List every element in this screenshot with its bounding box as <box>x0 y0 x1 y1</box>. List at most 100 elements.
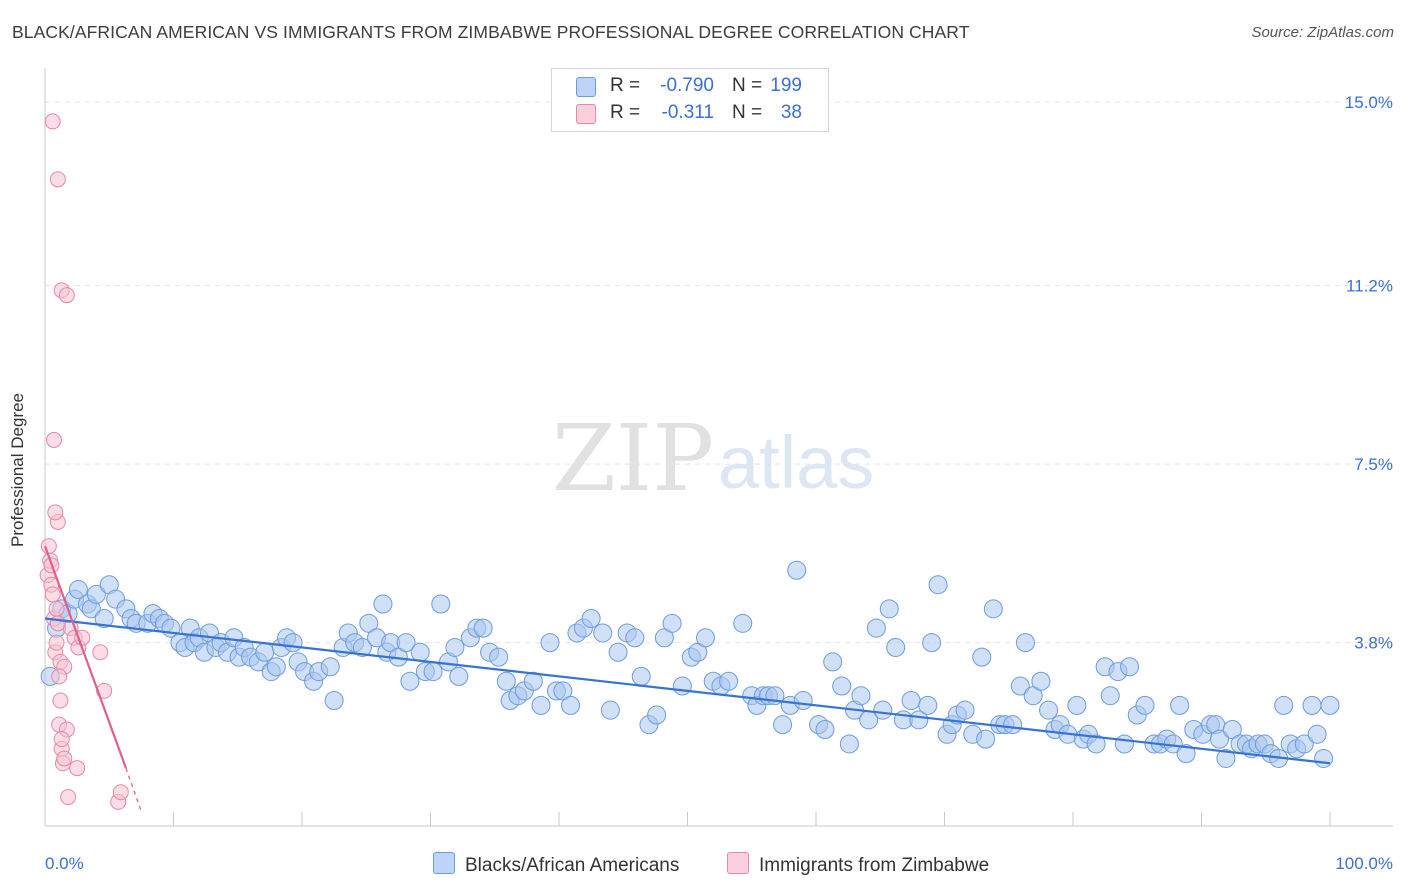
data-point-blacks <box>972 647 992 667</box>
data-point-blacks <box>581 608 601 628</box>
legend-n-value: 199 <box>770 75 802 96</box>
trend-line-zimbabwe <box>43 545 127 769</box>
data-point-blacks <box>1003 715 1023 735</box>
data-point-zimbabwe <box>49 615 66 632</box>
y-tick-label: 11.2% <box>1346 277 1393 296</box>
data-point-zimbabwe <box>49 171 66 188</box>
y-tick-label: 15.0% <box>1345 93 1393 112</box>
data-point-blacks <box>647 705 667 725</box>
data-point-blacks <box>449 666 469 686</box>
data-point-blacks <box>873 700 893 720</box>
legend-n-label: N = <box>732 75 763 96</box>
legend-swatch-pink <box>727 852 749 874</box>
data-point-blacks <box>719 671 739 691</box>
data-point-blacks <box>625 628 645 648</box>
data-point-blacks <box>1039 700 1059 720</box>
data-point-blacks <box>352 637 372 657</box>
data-point-blacks <box>593 623 613 643</box>
data-point-blacks <box>400 671 420 691</box>
data-point-zimbabwe <box>48 600 65 617</box>
data-point-blacks <box>1067 695 1087 715</box>
data-point-blacks <box>918 695 938 715</box>
data-point-blacks <box>922 633 942 653</box>
legend-swatch-blue <box>433 852 455 874</box>
data-point-blacks <box>600 700 620 720</box>
data-point-blacks <box>1015 633 1035 653</box>
data-point-blacks <box>955 700 975 720</box>
data-point-zimbabwe <box>40 538 57 555</box>
data-point-blacks <box>793 691 813 711</box>
data-point-blacks <box>1274 695 1294 715</box>
data-point-blacks <box>531 695 551 715</box>
legend-r-value: -0.790 <box>660 75 714 96</box>
data-point-blacks <box>866 618 886 638</box>
data-point-blacks <box>320 657 340 677</box>
data-point-blacks <box>823 652 843 672</box>
data-point-blacks <box>695 628 715 648</box>
data-point-blacks <box>879 599 899 619</box>
data-point-zimbabwe <box>47 504 64 521</box>
data-point-zimbabwe <box>92 644 109 661</box>
data-point-blacks <box>266 657 286 677</box>
data-point-blacks <box>608 642 628 662</box>
data-point-blacks <box>445 637 465 657</box>
data-point-blacks <box>523 671 543 691</box>
y-tick-label: 7.5% <box>1354 455 1393 474</box>
data-point-blacks <box>473 618 493 638</box>
data-point-blacks <box>283 633 303 653</box>
watermark-zip: ZIP <box>552 405 714 512</box>
x-tick-label-right: 100.0% <box>1335 854 1393 873</box>
data-point-zimbabwe <box>60 789 77 806</box>
data-point-blacks <box>1320 695 1340 715</box>
watermark-atlas: atlas <box>718 421 874 504</box>
data-point-blacks <box>1294 734 1314 754</box>
data-point-blacks <box>496 671 516 691</box>
data-point-blacks <box>1031 671 1051 691</box>
data-point-zimbabwe <box>51 668 68 685</box>
x-tick-label-left: 0.0% <box>45 854 84 873</box>
data-point-zimbabwe <box>44 113 61 130</box>
data-point-blacks <box>86 584 106 604</box>
data-point-blacks <box>1216 748 1236 768</box>
data-point-blacks <box>976 729 996 749</box>
legend-r-label: R = <box>610 102 641 123</box>
data-point-blacks <box>839 734 859 754</box>
data-point-blacks <box>540 633 560 653</box>
stats-legend-row-zimbabwe: R = -0.311 N = 38 <box>552 100 828 126</box>
data-point-blacks <box>1114 734 1134 754</box>
data-point-blacks <box>1307 724 1327 744</box>
source-label: Source: ZipAtlas.com <box>1251 24 1394 41</box>
data-point-blacks <box>431 594 451 614</box>
data-point-blacks <box>1100 686 1120 706</box>
data-point-blacks <box>832 676 852 696</box>
y-tick-label: 3.8% <box>1354 634 1393 653</box>
data-point-blacks <box>561 695 581 715</box>
data-point-blacks <box>410 642 430 662</box>
data-point-blacks <box>423 662 443 682</box>
legend-r-label: R = <box>610 75 641 96</box>
data-point-blacks <box>901 691 921 711</box>
legend-item-zimbabwe: Immigrants from Zimbabwe <box>727 852 989 877</box>
data-point-blacks <box>928 575 948 595</box>
legend-swatch-blue <box>576 77 596 97</box>
data-point-blacks <box>886 637 906 657</box>
trend-line-blacks <box>44 617 1331 765</box>
legend-n-value: 38 <box>780 102 802 123</box>
data-point-zimbabwe <box>69 760 86 777</box>
data-point-blacks <box>324 691 344 711</box>
chart-title: BLACK/AFRICAN AMERICAN VS IMMIGRANTS FRO… <box>12 22 970 42</box>
data-point-blacks <box>1086 734 1106 754</box>
data-point-zimbabwe <box>56 750 73 767</box>
data-point-blacks <box>787 560 807 580</box>
data-point-blacks <box>733 613 753 633</box>
data-point-zimbabwe <box>44 586 61 603</box>
data-point-blacks <box>489 647 509 667</box>
data-point-zimbabwe <box>58 287 75 304</box>
data-point-blacks <box>68 580 88 600</box>
data-point-blacks <box>94 608 114 628</box>
data-point-zimbabwe <box>112 784 129 801</box>
data-point-blacks <box>396 633 416 653</box>
data-point-zimbabwe <box>53 731 70 748</box>
data-point-blacks <box>851 686 871 706</box>
